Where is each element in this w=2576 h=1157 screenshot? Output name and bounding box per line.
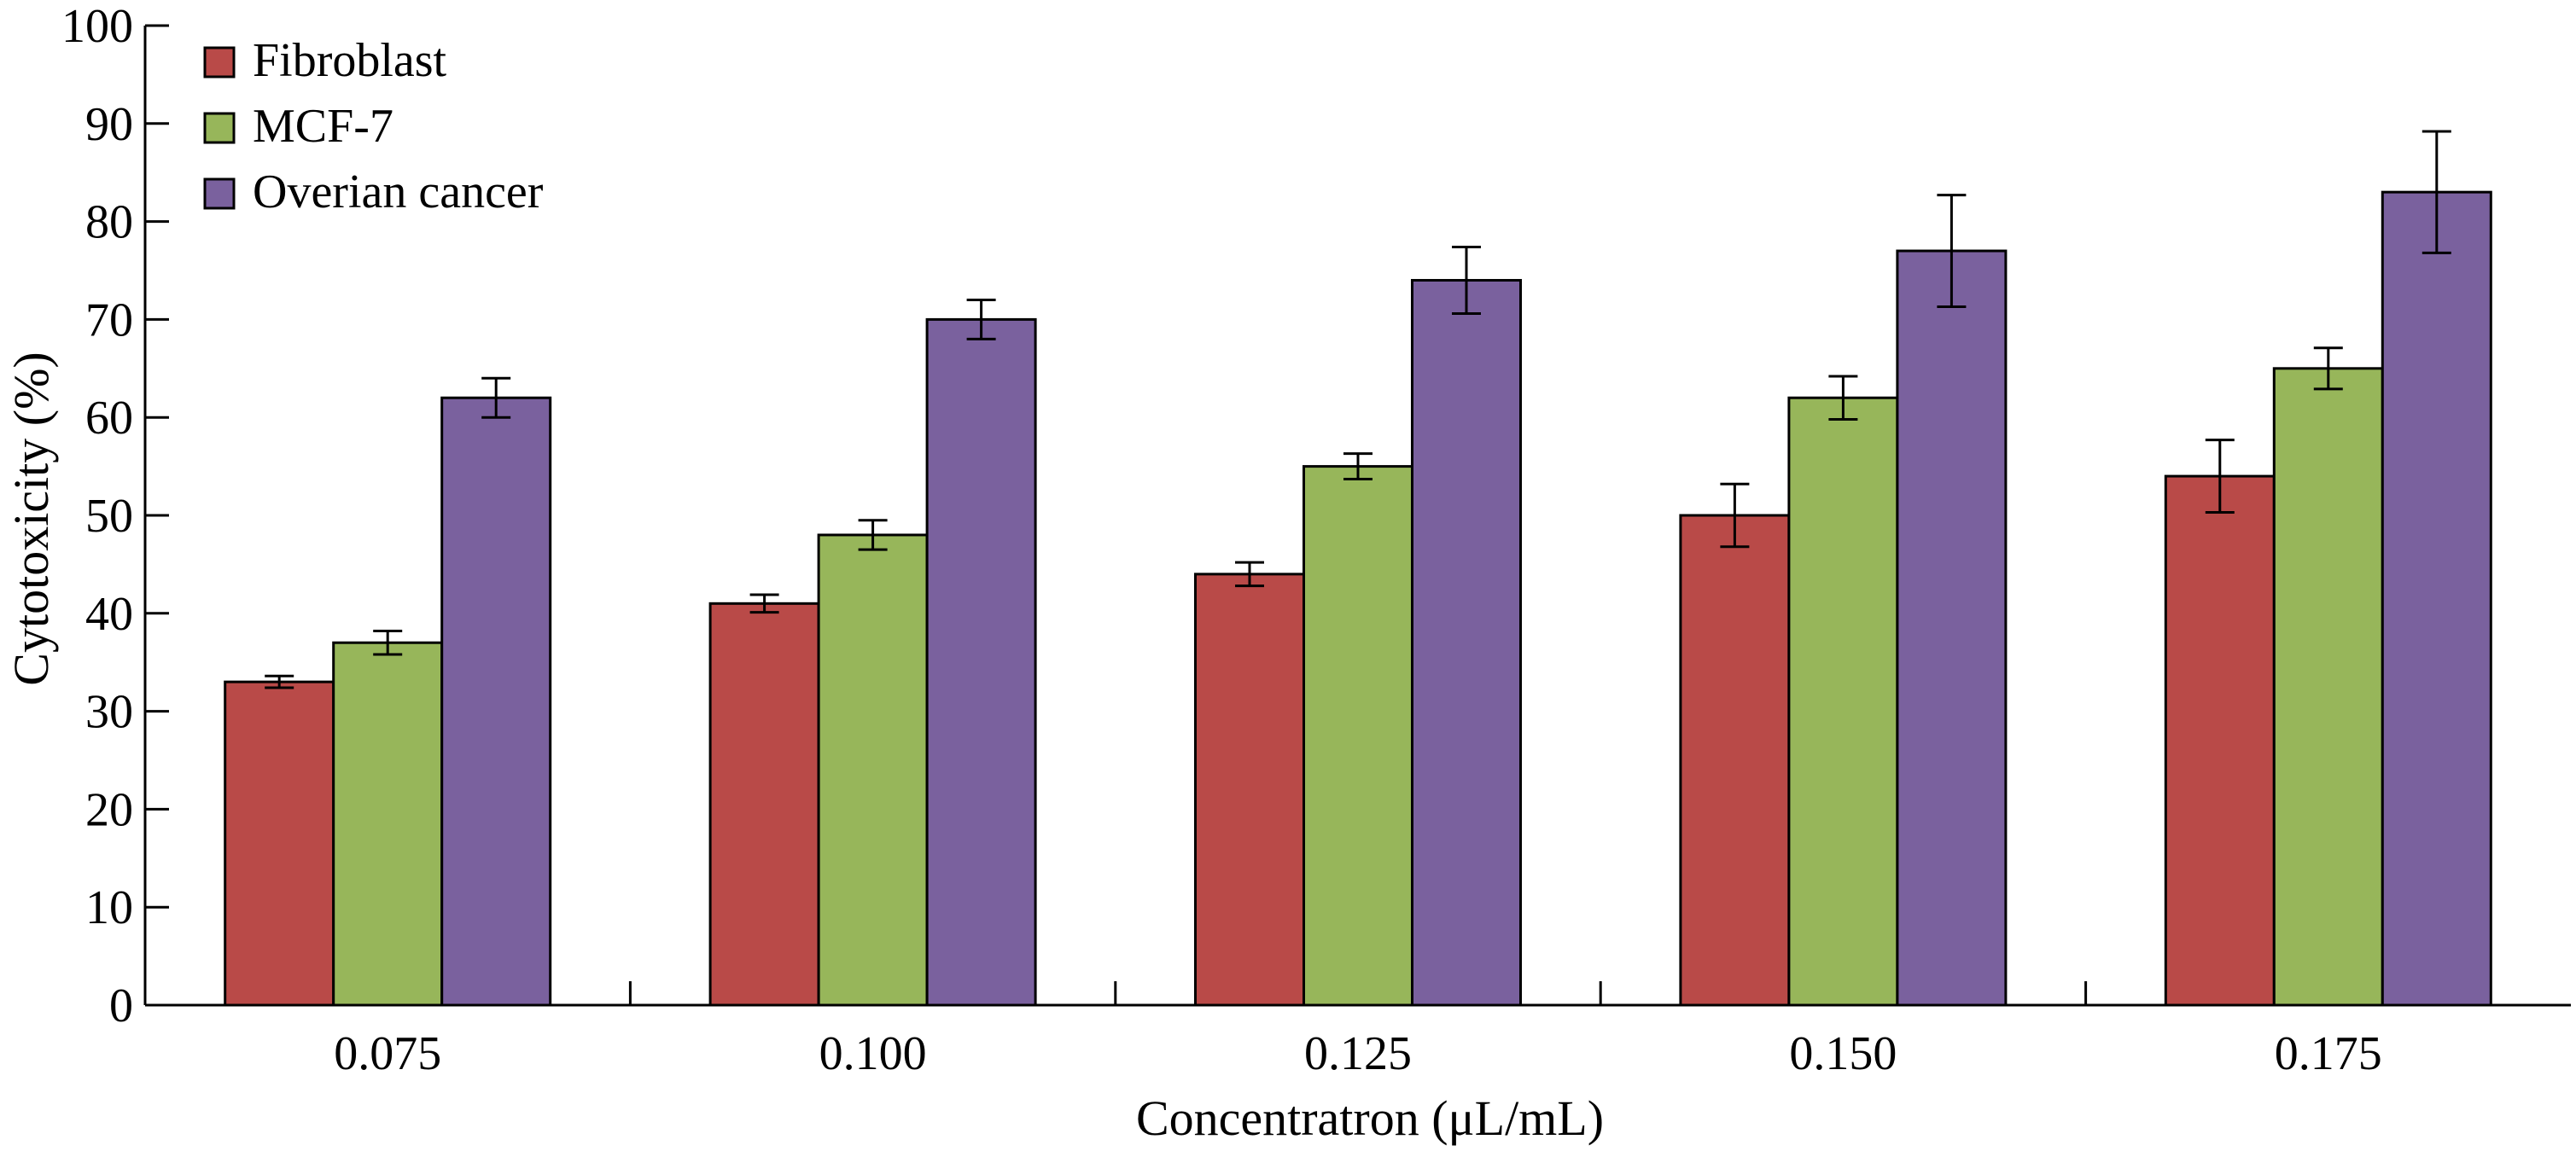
bar-mcf-7-0.125 bbox=[1303, 465, 1413, 1007]
x-tick-label: 0.125 bbox=[1304, 1027, 1412, 1080]
error-bar bbox=[1452, 245, 1481, 316]
bar-overian-cancer-0.075 bbox=[440, 396, 552, 1007]
legend-item: Overian cancer bbox=[203, 166, 544, 218]
x-tick-label: 0.150 bbox=[1789, 1027, 1897, 1080]
y-tick-label: 100 bbox=[61, 0, 133, 53]
bar-mcf-7-0.075 bbox=[332, 641, 444, 1007]
legend: Fibroblast MCF-7 Overian cancer bbox=[203, 34, 544, 218]
error-bar bbox=[2313, 346, 2343, 391]
error-bar bbox=[749, 593, 779, 614]
y-tick-label: 90 bbox=[85, 98, 133, 151]
tick-labels: 0 10 20 30 40 50 60 70 80 90 100 0.075 0.100 0.125 0.1… bbox=[61, 0, 2382, 1080]
error-bar bbox=[1235, 561, 1264, 588]
y-tick-label: 10 bbox=[85, 881, 133, 934]
bar-mcf-7-0.175 bbox=[2272, 367, 2384, 1007]
bar-mcf-7-0.100 bbox=[817, 533, 929, 1007]
error-bar bbox=[1720, 482, 1750, 549]
error-bar bbox=[2422, 130, 2451, 254]
error-bar bbox=[858, 519, 888, 551]
bar-fibroblast-0.175 bbox=[2164, 474, 2276, 1007]
y-tick-label: 30 bbox=[85, 686, 133, 739]
y-tick-label: 60 bbox=[85, 392, 133, 445]
y-axis-title: Cytotoxicity (%) bbox=[3, 352, 59, 685]
x-tick-label: 0.075 bbox=[334, 1027, 441, 1080]
bar-overian-cancer-0.100 bbox=[925, 317, 1037, 1007]
bar-overian-cancer-0.175 bbox=[2381, 190, 2492, 1007]
y-tick-label: 50 bbox=[85, 490, 133, 543]
y-tick-label: 70 bbox=[85, 294, 133, 346]
bar-overian-cancer-0.125 bbox=[1411, 278, 1522, 1007]
legend-label: MCF-7 bbox=[253, 100, 393, 153]
legend-label: Fibroblast bbox=[253, 34, 447, 87]
legend-swatch bbox=[203, 112, 236, 144]
y-tick-label: 80 bbox=[85, 196, 133, 249]
error-bar bbox=[966, 298, 996, 340]
error-bar bbox=[2205, 439, 2235, 515]
bar-mcf-7-0.150 bbox=[1787, 396, 1899, 1007]
y-tick-label: 40 bbox=[85, 588, 133, 641]
legend-swatch bbox=[203, 46, 236, 78]
legend-label: Overian cancer bbox=[253, 166, 544, 218]
x-tick-label: 0.175 bbox=[2275, 1027, 2382, 1080]
error-bar bbox=[1343, 452, 1373, 481]
x-axis-title: Concentratron (μL/mL) bbox=[1136, 1090, 1604, 1146]
x-tick-label: 0.100 bbox=[819, 1027, 927, 1080]
bar-fibroblast-0.075 bbox=[224, 680, 335, 1007]
bar-overian-cancer-0.150 bbox=[1896, 249, 2008, 1007]
legend-item: MCF-7 bbox=[203, 100, 393, 153]
legend-item: Fibroblast bbox=[203, 34, 447, 87]
bar-fibroblast-0.150 bbox=[1679, 514, 1791, 1007]
legend-swatch bbox=[203, 177, 236, 210]
error-bar bbox=[1937, 194, 1967, 308]
y-tick-label: 0 bbox=[109, 980, 133, 1032]
bar-fibroblast-0.125 bbox=[1194, 573, 1305, 1007]
error-bar bbox=[481, 376, 511, 419]
bars bbox=[224, 190, 2492, 1007]
bar-fibroblast-0.100 bbox=[708, 602, 820, 1007]
error-bar bbox=[373, 629, 403, 656]
error-bars bbox=[265, 130, 2451, 689]
error-bar bbox=[1828, 375, 1858, 421]
error-bar bbox=[265, 674, 294, 689]
y-tick-label: 20 bbox=[85, 783, 133, 836]
